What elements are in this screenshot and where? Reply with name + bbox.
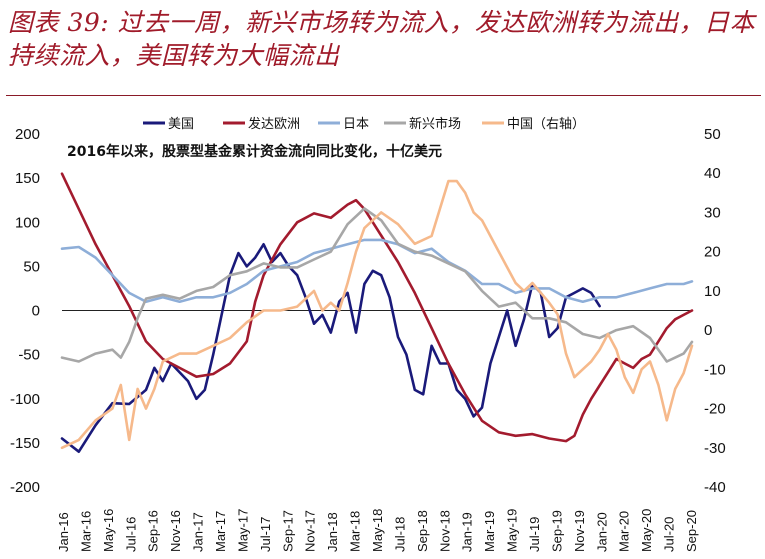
- y-left-tick-label: -150: [10, 435, 40, 452]
- legend-label: 发达欧洲: [248, 116, 300, 132]
- x-tick-label: Jan-17: [191, 512, 206, 552]
- x-tick-label: Jul-19: [527, 517, 542, 552]
- y-left-tick-label: 50: [23, 258, 40, 275]
- x-tick-label: Jul-17: [258, 517, 273, 552]
- legend-label: 美国: [168, 117, 194, 132]
- y-right-tick-label: -40: [704, 479, 726, 496]
- y-right-tick-label: 30: [704, 204, 721, 221]
- y-right-tick-label: -30: [704, 440, 726, 457]
- figure-title: 图表 39: 过去一周，新兴市场转为流入，发达欧洲转为流出，日本持续流入，美国转…: [8, 8, 756, 70]
- x-tick-label: Jan-18: [325, 512, 340, 552]
- y-left-tick-label: -100: [10, 391, 40, 408]
- x-tick-label: Sep-18: [415, 510, 430, 552]
- chart-legend: 美国 发达欧洲 日本 新兴市场 中国（右轴）: [143, 116, 585, 132]
- x-tick-label: Nov-19: [572, 510, 587, 552]
- series-line-2: [60, 238, 694, 303]
- y-left-tick-label: 0: [32, 303, 40, 320]
- x-tick-label: Jul-18: [392, 517, 407, 552]
- y-left-tick-label: -50: [18, 347, 40, 364]
- title-rule: [6, 95, 761, 96]
- x-tick-label: Nov-16: [168, 510, 183, 552]
- x-tick-label: Nov-17: [303, 510, 318, 552]
- x-tick-label: May-18: [370, 509, 385, 552]
- x-tick-label: Jul-16: [123, 517, 138, 552]
- x-tick-label: Mar-16: [78, 511, 93, 552]
- series-line-0: [60, 243, 601, 453]
- chart-subtitle: 2016年以来，股票型基金累计资金流向同比变化，十亿美元: [67, 143, 442, 160]
- x-tick-label: May-16: [101, 509, 116, 552]
- x-tick-label: May-17: [235, 509, 250, 552]
- y-left-tick-label: 200: [15, 126, 40, 143]
- x-tick-label: Sep-17: [280, 510, 295, 552]
- y-right-tick-label: -20: [704, 401, 726, 418]
- x-tick-label: Nov-18: [437, 510, 452, 552]
- chart-axes: 200150100500-50-100-150-20050403020100-1…: [10, 126, 726, 552]
- x-tick-label: Sep-20: [684, 510, 699, 552]
- series-line-3: [60, 207, 694, 363]
- x-tick-label: Sep-19: [549, 510, 564, 552]
- legend-label: 新兴市场: [409, 116, 461, 132]
- series-line-4: [60, 179, 694, 450]
- y-right-tick-label: 20: [704, 244, 721, 261]
- y-left-tick-label: 100: [15, 214, 40, 231]
- y-right-tick-label: 40: [704, 165, 721, 182]
- x-tick-label: Mar-19: [482, 511, 497, 552]
- x-tick-label: May-19: [505, 509, 520, 552]
- x-tick-label: Jan-20: [594, 512, 609, 552]
- y-right-tick-label: 10: [704, 283, 721, 300]
- y-left-tick-label: 150: [15, 170, 40, 187]
- x-tick-label: Mar-17: [213, 511, 228, 552]
- x-tick-label: May-20: [639, 509, 654, 552]
- x-tick-label: Sep-16: [146, 510, 161, 552]
- y-left-tick-label: -200: [10, 479, 40, 496]
- y-right-tick-label: 0: [704, 322, 712, 339]
- x-tick-label: Jul-20: [662, 517, 677, 552]
- x-tick-label: Jan-19: [460, 512, 475, 552]
- y-right-tick-label: -10: [704, 361, 726, 378]
- x-tick-label: Jan-16: [56, 512, 71, 552]
- legend-label: 日本: [343, 117, 369, 132]
- x-tick-label: Mar-20: [617, 511, 632, 552]
- x-tick-label: Mar-18: [348, 511, 363, 552]
- legend-label: 中国（右轴）: [507, 117, 585, 132]
- chart-series: [60, 172, 694, 453]
- y-right-tick-label: 50: [704, 126, 721, 143]
- series-line-1: [60, 172, 694, 443]
